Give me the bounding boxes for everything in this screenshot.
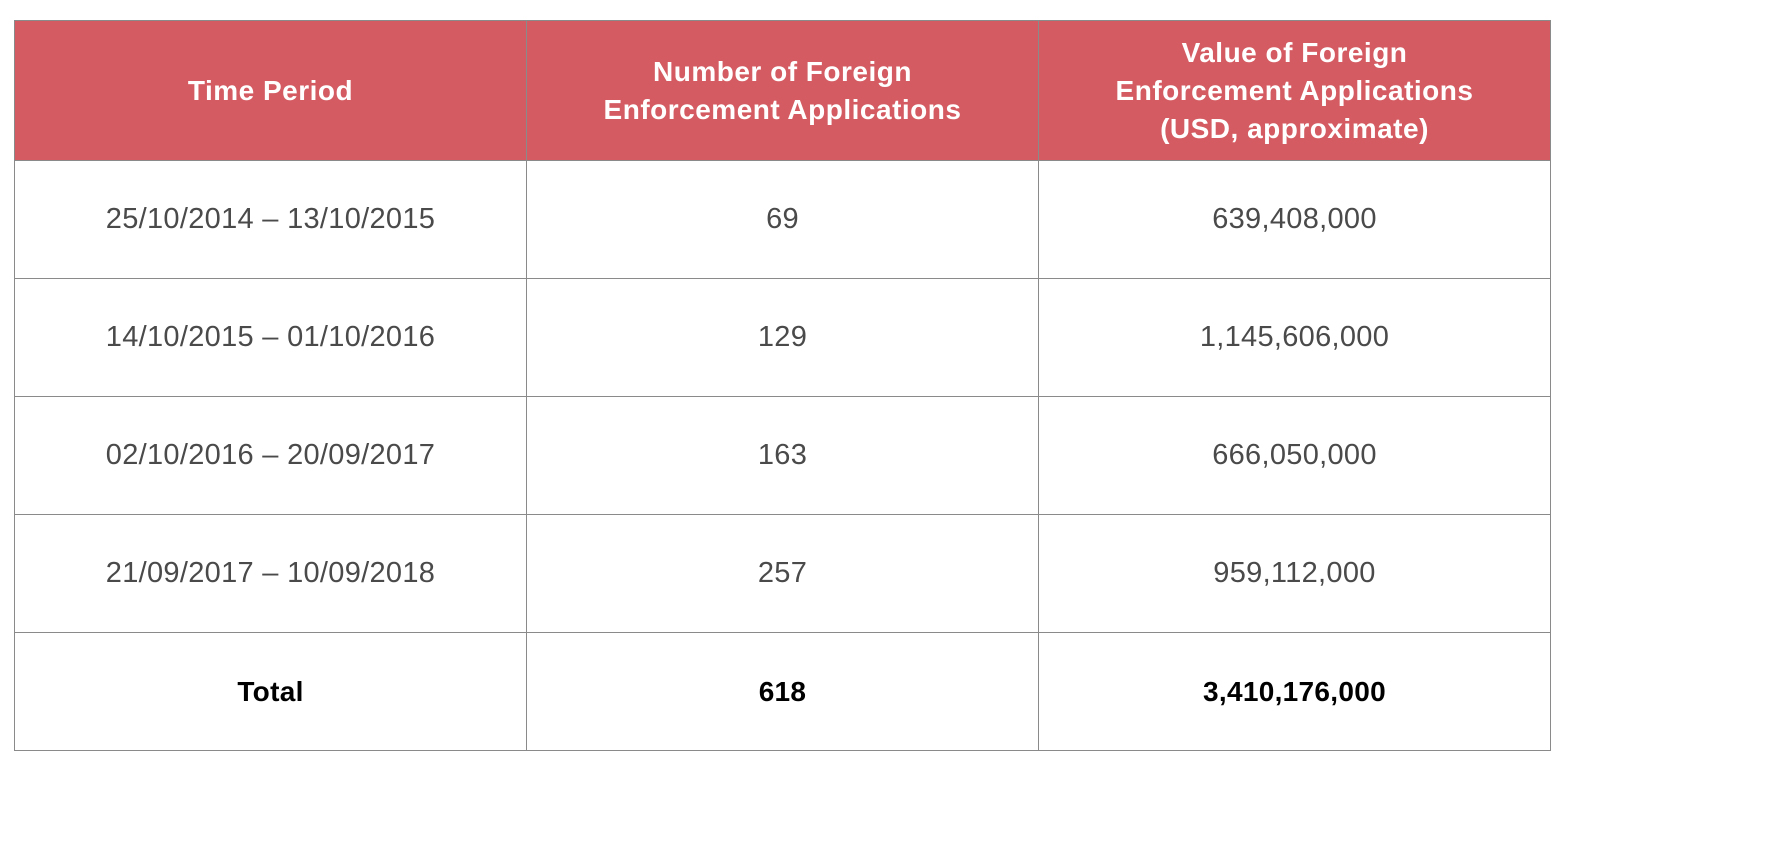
- table-row: 02/10/2016 – 20/09/2017 163 666,050,000: [14, 396, 1551, 515]
- cell-time-period: 21/09/2017 – 10/09/2018: [14, 514, 527, 633]
- cell-time-period: 25/10/2014 – 13/10/2015: [14, 160, 527, 279]
- cell-value: 1,145,606,000: [1038, 278, 1551, 397]
- total-value: 3,410,176,000: [1038, 632, 1551, 751]
- table-row: 25/10/2014 – 13/10/2015 69 639,408,000: [14, 160, 1551, 279]
- enforcement-applications-table: Time Period Number of Foreign Enforcemen…: [14, 20, 1551, 751]
- cell-value: 639,408,000: [1038, 160, 1551, 279]
- header-number-of-applications: Number of Foreign Enforcement Applicatio…: [526, 20, 1039, 161]
- total-row: Total 618 3,410,176,000: [14, 632, 1551, 751]
- enforcement-applications-table-container: Time Period Number of Foreign Enforcemen…: [14, 20, 1551, 751]
- cell-number: 163: [526, 396, 1039, 515]
- header-value-of-applications: Value of Foreign Enforcement Application…: [1038, 20, 1551, 161]
- total-number: 618: [526, 632, 1039, 751]
- table-body: 25/10/2014 – 13/10/2015 69 639,408,000 1…: [14, 160, 1551, 751]
- table-header: Time Period Number of Foreign Enforcemen…: [14, 20, 1551, 161]
- cell-number: 69: [526, 160, 1039, 279]
- cell-number: 257: [526, 514, 1039, 633]
- header-line: Number of Foreign: [653, 55, 912, 87]
- table-row: 21/09/2017 – 10/09/2018 257 959,112,000: [14, 514, 1551, 633]
- header-line: Enforcement Applications: [1115, 74, 1474, 106]
- header-line: Time Period: [187, 74, 354, 106]
- cell-time-period: 14/10/2015 – 01/10/2016: [14, 278, 527, 397]
- table-row: 14/10/2015 – 01/10/2016 129 1,145,606,00…: [14, 278, 1551, 397]
- cell-time-period: 02/10/2016 – 20/09/2017: [14, 396, 527, 515]
- header-line: Value of Foreign: [1181, 36, 1408, 68]
- cell-number: 129: [526, 278, 1039, 397]
- header-row: Time Period Number of Foreign Enforcemen…: [14, 20, 1551, 161]
- header-line: (USD, approximate): [1160, 112, 1429, 144]
- header-line: Enforcement Applications: [603, 93, 962, 125]
- cell-value: 666,050,000: [1038, 396, 1551, 515]
- header-time-period: Time Period: [14, 20, 527, 161]
- cell-value: 959,112,000: [1038, 514, 1551, 633]
- total-label: Total: [14, 632, 527, 751]
